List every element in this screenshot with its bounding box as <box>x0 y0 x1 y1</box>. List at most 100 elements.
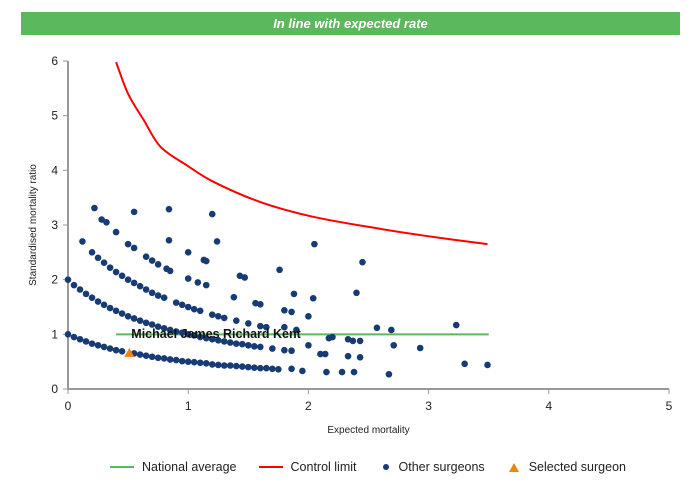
other-surgeon-point <box>165 237 173 244</box>
other-surgeon-point <box>184 249 192 256</box>
other-surgeon-point <box>245 320 252 327</box>
other-surgeon-point <box>208 210 216 218</box>
other-surgeon-point <box>353 289 360 297</box>
legend-other-surgeons[interactable]: Other surgeons <box>379 460 485 474</box>
other-surgeon-point <box>103 218 110 226</box>
other-surgeon-point <box>356 353 364 361</box>
other-surgeon-point <box>142 253 150 261</box>
other-surgeon-point <box>136 317 144 324</box>
other-surgeon-point <box>202 257 210 265</box>
legend-control-limit[interactable]: Control limit <box>258 460 357 474</box>
triangle-swatch-icon <box>508 462 519 472</box>
legend: National average Control limit Other sur… <box>110 460 648 474</box>
other-surgeon-point <box>452 321 460 329</box>
status-banner: In line with expected rate <box>21 12 680 35</box>
legend-selected-surgeon[interactable]: Selected surgeon <box>507 460 626 474</box>
other-surgeon-point <box>130 315 138 322</box>
other-surgeon-point <box>226 362 234 369</box>
other-surgeon-point <box>70 333 78 341</box>
dot-swatch-icon <box>382 464 389 470</box>
x-tick-label: 0 <box>65 399 72 413</box>
other-surgeon-point <box>148 257 156 264</box>
other-surgeon-point <box>238 340 246 348</box>
other-surgeon-point <box>309 294 317 302</box>
other-surgeon-point <box>344 352 352 360</box>
other-surgeon-point <box>230 293 238 301</box>
other-surgeon-point <box>142 286 150 293</box>
other-surgeon-point <box>356 337 364 345</box>
other-surgeon-point <box>118 347 126 355</box>
other-surgeon-point <box>178 357 186 365</box>
legend-label: Other surgeons <box>398 460 485 474</box>
other-surgeon-point <box>317 350 324 358</box>
other-surgeon-point <box>194 279 202 286</box>
other-surgeon-point <box>220 362 228 369</box>
other-surgeon-point <box>251 364 258 371</box>
other-surgeon-point <box>263 323 270 331</box>
other-surgeon-point <box>160 294 168 302</box>
other-surgeon-point <box>281 323 288 331</box>
other-surgeon-point <box>172 356 180 364</box>
other-surgeon-point <box>130 208 138 216</box>
other-surgeon-point <box>106 304 114 312</box>
other-surgeon-point <box>142 352 150 359</box>
other-surgeon-point <box>245 341 252 349</box>
y-tick-label: 6 <box>51 54 58 68</box>
other-surgeon-point <box>136 282 144 290</box>
other-surgeon-point <box>98 216 105 223</box>
selected-surgeon-point <box>124 347 135 357</box>
other-surgeon-point <box>154 354 162 362</box>
other-surgeon-point <box>190 358 198 366</box>
other-surgeon-point <box>184 303 192 311</box>
other-surgeon-point <box>202 281 210 289</box>
other-surgeon-point <box>166 267 174 275</box>
other-surgeon-point <box>311 240 318 248</box>
other-surgeon-point <box>94 254 102 262</box>
other-surgeon-point <box>290 290 298 298</box>
other-surgeon-point <box>350 368 358 376</box>
other-surgeon-point <box>130 244 138 252</box>
other-surgeon-point <box>88 294 96 302</box>
other-surgeon-point <box>124 240 132 248</box>
other-surgeon-point <box>390 341 398 349</box>
legend-national-average[interactable]: National average <box>110 460 237 474</box>
other-surgeon-point <box>232 362 240 370</box>
other-surgeon-point <box>106 264 114 271</box>
other-surgeon-point <box>184 275 192 282</box>
other-surgeon-point <box>64 331 72 338</box>
legend-label: National average <box>142 460 237 474</box>
other-surgeon-point <box>288 365 295 373</box>
other-surgeon-point <box>94 341 102 349</box>
other-surgeon-point <box>281 306 288 314</box>
other-surgeon-point <box>220 314 228 322</box>
other-surgeon-point <box>276 266 283 274</box>
other-surgeon-point <box>305 312 312 320</box>
other-surgeon-point <box>299 367 306 375</box>
other-surgeon-point <box>349 337 357 345</box>
other-surgeon-point <box>257 300 264 308</box>
other-surgeon-point <box>76 335 84 343</box>
other-surgeon-point <box>165 205 173 213</box>
other-surgeon-point <box>416 344 424 352</box>
other-surgeon-point <box>214 337 222 344</box>
other-surgeon-point <box>178 329 186 336</box>
other-surgeon-point <box>100 301 108 309</box>
other-surgeon-point <box>293 326 300 334</box>
other-surgeon-point <box>124 276 132 283</box>
other-surgeon-point <box>172 328 180 335</box>
other-surgeon-point <box>124 312 132 320</box>
other-surgeon-point <box>184 331 192 338</box>
other-surgeon-point <box>118 272 126 280</box>
x-axis-label: Expected mortality <box>327 425 409 436</box>
other-surgeon-point <box>64 276 72 283</box>
other-surgeon-point <box>88 340 96 347</box>
other-surgeon-point <box>385 370 393 378</box>
other-surgeon-point <box>112 346 120 354</box>
other-surgeon-point <box>208 361 216 368</box>
other-surgeon-point <box>154 292 162 299</box>
other-surgeon-point <box>226 339 234 346</box>
other-surgeon-point <box>245 363 252 371</box>
other-surgeon-point <box>388 326 395 334</box>
other-surgeon-point <box>76 286 84 293</box>
